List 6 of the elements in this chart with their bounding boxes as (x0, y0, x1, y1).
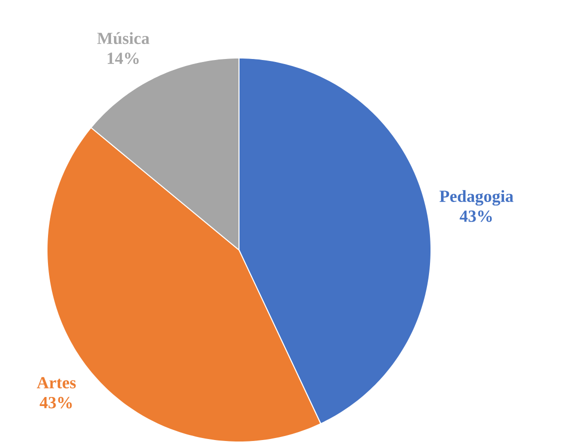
slice-label: Pedagogia (440, 190, 514, 206)
slice-label: Artes (36, 377, 76, 388)
slice-label: Música (97, 32, 150, 44)
data-label: 14% (108, 52, 139, 64)
data-label: 43% (460, 210, 492, 222)
data-label: 43% (40, 396, 72, 408)
